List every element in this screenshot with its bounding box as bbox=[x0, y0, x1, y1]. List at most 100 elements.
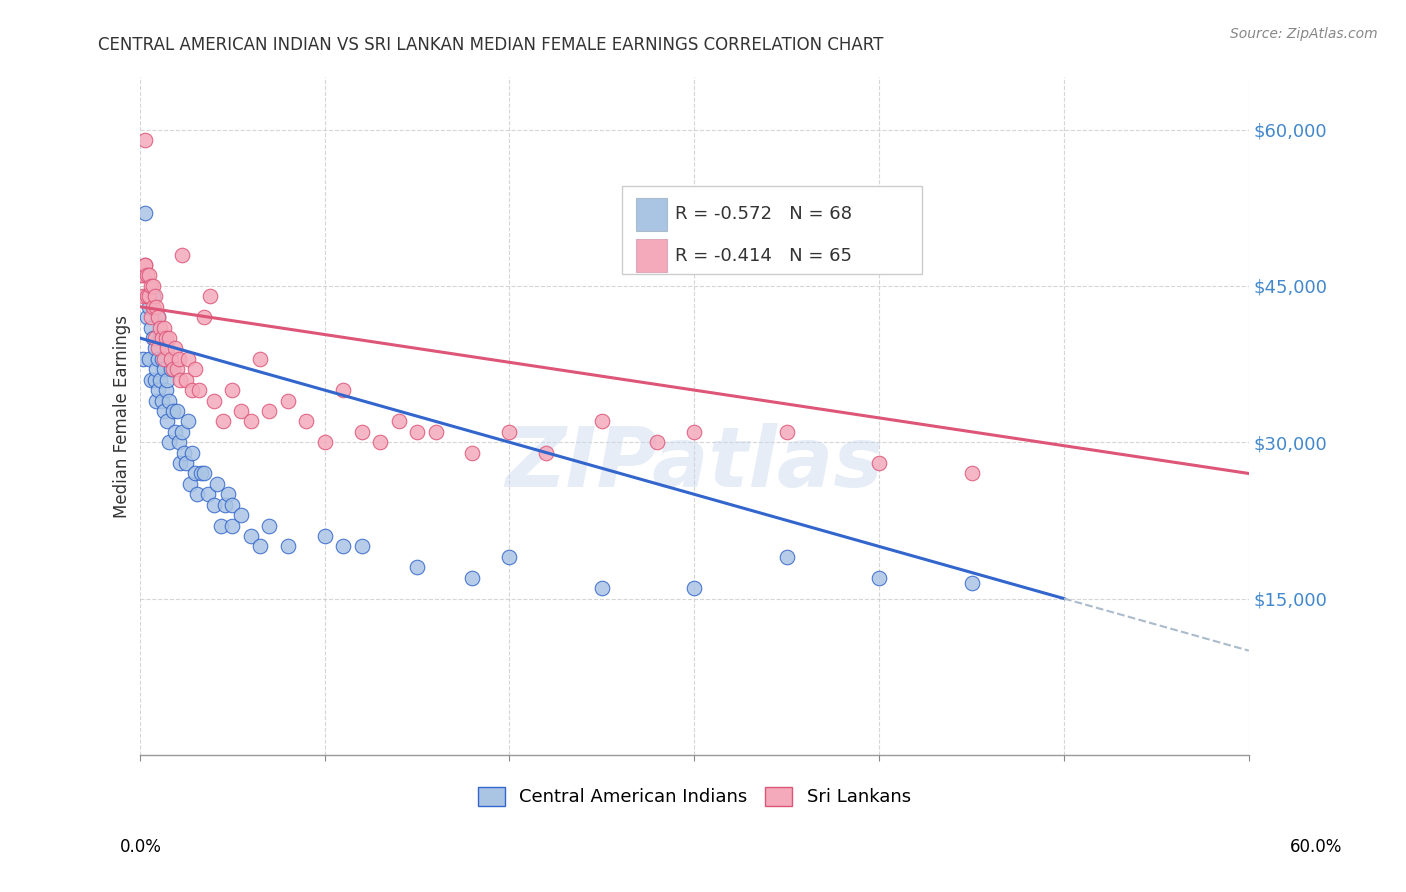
Point bbox=[591, 581, 613, 595]
Point bbox=[134, 258, 156, 272]
Point bbox=[136, 268, 159, 283]
Point bbox=[162, 362, 184, 376]
Point bbox=[184, 362, 207, 376]
Text: ZIPatlas: ZIPatlas bbox=[505, 423, 883, 504]
Point bbox=[776, 549, 799, 564]
Point bbox=[139, 279, 162, 293]
Point bbox=[406, 425, 429, 439]
Bar bbox=[636, 198, 666, 230]
Point bbox=[683, 425, 706, 439]
Point bbox=[148, 342, 170, 356]
Point bbox=[132, 268, 155, 283]
Point bbox=[174, 456, 197, 470]
Point bbox=[212, 414, 235, 428]
Point bbox=[145, 300, 167, 314]
Point bbox=[536, 445, 558, 459]
Point bbox=[187, 383, 209, 397]
Point bbox=[177, 351, 200, 366]
Point bbox=[231, 508, 253, 523]
Point bbox=[138, 289, 160, 303]
Point bbox=[214, 498, 236, 512]
Point bbox=[166, 362, 188, 376]
Point bbox=[174, 373, 197, 387]
Point bbox=[145, 362, 167, 376]
Point bbox=[163, 342, 186, 356]
Point bbox=[136, 310, 159, 325]
Point bbox=[207, 477, 229, 491]
Point bbox=[143, 331, 166, 345]
Point bbox=[314, 529, 336, 543]
Point bbox=[150, 331, 173, 345]
Point bbox=[202, 393, 225, 408]
Point bbox=[152, 404, 174, 418]
Point bbox=[231, 404, 253, 418]
Point bbox=[150, 393, 173, 408]
Point bbox=[257, 404, 280, 418]
Point bbox=[184, 467, 207, 481]
Point bbox=[167, 351, 190, 366]
Point bbox=[202, 498, 225, 512]
Point bbox=[332, 383, 354, 397]
Point bbox=[136, 289, 159, 303]
Point bbox=[148, 383, 170, 397]
Point bbox=[221, 518, 243, 533]
Point bbox=[277, 540, 299, 554]
Point bbox=[148, 310, 170, 325]
Point bbox=[776, 425, 799, 439]
Point bbox=[960, 576, 983, 591]
Point bbox=[332, 540, 354, 554]
FancyBboxPatch shape bbox=[623, 186, 922, 274]
Point bbox=[277, 393, 299, 408]
Point bbox=[180, 383, 202, 397]
Point bbox=[136, 289, 159, 303]
Point bbox=[160, 351, 183, 366]
Point bbox=[155, 383, 177, 397]
Point bbox=[461, 445, 484, 459]
Point bbox=[142, 300, 165, 314]
Text: R = -0.572   N = 68: R = -0.572 N = 68 bbox=[675, 205, 852, 223]
Text: R = -0.414   N = 65: R = -0.414 N = 65 bbox=[675, 246, 852, 265]
Point bbox=[498, 425, 520, 439]
Text: Source: ZipAtlas.com: Source: ZipAtlas.com bbox=[1230, 27, 1378, 41]
Point bbox=[368, 435, 391, 450]
Point bbox=[169, 373, 191, 387]
Point bbox=[173, 445, 195, 459]
Point bbox=[166, 404, 188, 418]
Point bbox=[209, 518, 232, 533]
Legend: Central American Indians, Sri Lankans: Central American Indians, Sri Lankans bbox=[471, 780, 918, 814]
Point bbox=[132, 351, 155, 366]
Point bbox=[960, 467, 983, 481]
Point bbox=[239, 529, 262, 543]
Point bbox=[157, 331, 180, 345]
Point bbox=[143, 342, 166, 356]
Point bbox=[461, 571, 484, 585]
Point bbox=[156, 342, 179, 356]
Point bbox=[157, 393, 180, 408]
Point bbox=[406, 560, 429, 574]
Point bbox=[350, 540, 373, 554]
Point bbox=[142, 289, 165, 303]
Point bbox=[498, 549, 520, 564]
Text: CENTRAL AMERICAN INDIAN VS SRI LANKAN MEDIAN FEMALE EARNINGS CORRELATION CHART: CENTRAL AMERICAN INDIAN VS SRI LANKAN ME… bbox=[98, 36, 884, 54]
Point bbox=[425, 425, 447, 439]
Point bbox=[647, 435, 669, 450]
Point bbox=[221, 498, 243, 512]
Point bbox=[683, 581, 706, 595]
Point bbox=[163, 425, 186, 439]
Point bbox=[142, 279, 165, 293]
Point bbox=[190, 467, 212, 481]
Point bbox=[143, 289, 166, 303]
Point bbox=[149, 320, 172, 334]
Point bbox=[167, 435, 190, 450]
Point bbox=[134, 258, 156, 272]
Point bbox=[197, 487, 219, 501]
Y-axis label: Median Female Earnings: Median Female Earnings bbox=[114, 315, 131, 517]
Point bbox=[138, 351, 160, 366]
Point bbox=[179, 477, 201, 491]
Point bbox=[868, 456, 890, 470]
Point bbox=[169, 456, 191, 470]
Point bbox=[156, 373, 179, 387]
Point bbox=[387, 414, 409, 428]
Point bbox=[148, 310, 170, 325]
Point bbox=[257, 518, 280, 533]
